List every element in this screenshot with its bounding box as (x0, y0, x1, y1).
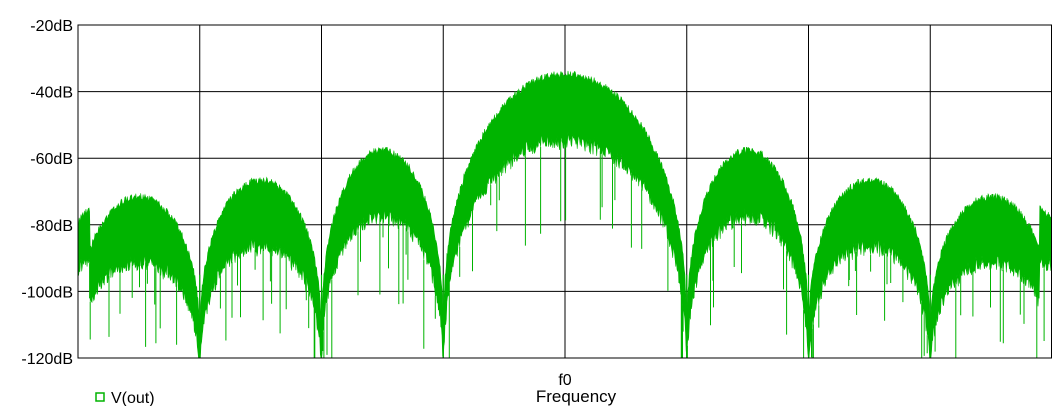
y-tick-label: -80dB (30, 218, 73, 235)
y-tick-label: -40dB (30, 85, 73, 102)
y-tick-label: -120dB (21, 351, 73, 368)
y-tick-label: -100dB (21, 284, 73, 301)
y-tick-labels: -20dB -40dB -60dB -80dB -100dB -120dB (21, 18, 73, 368)
y-tick-label: -20dB (30, 18, 73, 35)
y-tick-label: -60dB (30, 151, 73, 168)
series-spikes (89, 139, 1052, 358)
x-tick-label-f0: f0 (558, 372, 571, 389)
legend: V(out) (95, 390, 155, 406)
x-axis-label: Frequency (536, 387, 617, 406)
x-tick-labels: f0 (558, 372, 571, 389)
legend-entry-v-out: V(out) (111, 390, 155, 406)
series-v-out (77, 70, 1052, 359)
legend-marker-icon (95, 392, 105, 402)
series-band (77, 70, 1052, 359)
